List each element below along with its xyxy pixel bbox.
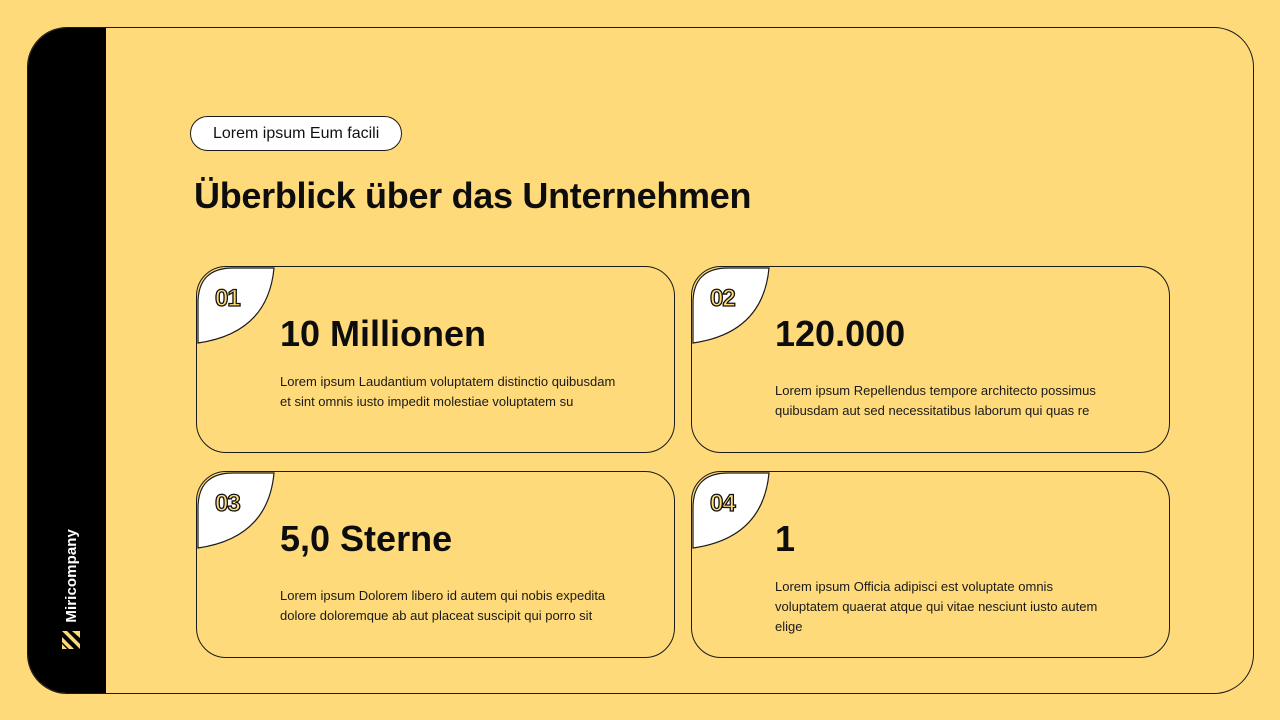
slide-frame: Miricompany Lorem ipsum Eum facili Überb… [27, 27, 1254, 694]
card-description: Lorem ipsum Officia adipisci est volupta… [775, 579, 1098, 634]
brand-logo-icon [62, 631, 80, 649]
leaf-badge-icon [197, 267, 275, 344]
card-value: 1 [775, 518, 796, 559]
card-description: Lorem ipsum Laudantium voluptatem distin… [280, 374, 616, 409]
section-pill: Lorem ipsum Eum facili [190, 116, 403, 151]
card-value: 120.000 [775, 313, 906, 354]
leaf-badge-icon [692, 267, 770, 344]
brand-name: Miricompany [62, 529, 80, 623]
card-description: Lorem ipsum Dolorem libero id autem qui … [280, 588, 606, 623]
card-number: 01 [214, 284, 241, 312]
sidebar: Miricompany [28, 28, 106, 693]
card-number: 04 [709, 489, 736, 517]
leaf-badge-icon [197, 472, 275, 549]
page-title: Überblick über das Unternehmen [194, 175, 752, 216]
card-number: 03 [214, 489, 241, 517]
stat-card-4: 04 1 Lorem ipsum Officia adipisci est vo… [691, 471, 1170, 658]
stat-card-2: 02 120.000 Lorem ipsum Repellendus tempo… [691, 266, 1170, 453]
leaf-badge-icon [692, 472, 770, 549]
card-number: 02 [709, 284, 736, 312]
card-value: 5,0 Sterne [280, 518, 453, 559]
stat-card-1: 01 10 Millionen Lorem ipsum Laudantium v… [196, 266, 675, 453]
stat-card-3: 03 5,0 Sterne Lorem ipsum Dolorem libero… [196, 471, 675, 658]
card-value: 10 Millionen [280, 313, 487, 354]
brand: Miricompany [59, 529, 83, 649]
card-description: Lorem ipsum Repellendus tempore architec… [775, 383, 1096, 418]
